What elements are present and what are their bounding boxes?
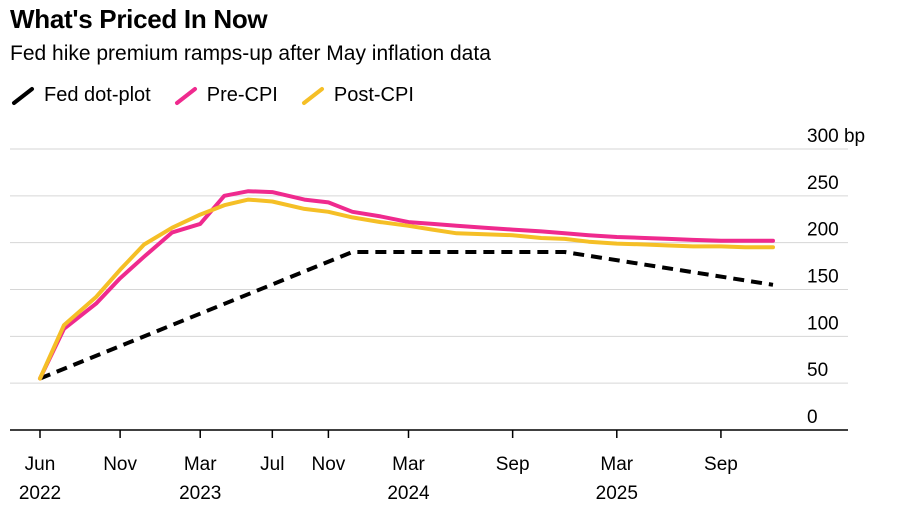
chart-title: What's Priced In Now: [10, 4, 268, 34]
y-tick-label-150: 150: [807, 267, 839, 288]
x-tick-label-5: Mar: [392, 454, 425, 475]
x-tick-year-2: 2023: [179, 483, 221, 504]
y-tick-label-100: 100: [807, 313, 839, 334]
y-tick-label-250: 250: [807, 173, 839, 194]
x-tick-label-1: Nov: [103, 454, 137, 475]
x-tick-label-7: Mar: [600, 454, 633, 475]
legend-swatch-pre-cpi: [174, 86, 197, 105]
legend-item-fed-dot-plot: Fed dot-plot: [10, 84, 151, 107]
x-tick-year-5: 2024: [387, 483, 430, 504]
x-tick-label-6: Sep: [496, 454, 530, 475]
x-tick-label-2: Mar: [184, 454, 217, 475]
x-tick-year-0: 2022: [19, 483, 61, 504]
series-line-pre-cpi: [38, 189, 775, 381]
legend: Fed dot-plot Pre-CPI Post-CPI: [10, 84, 436, 107]
legend-item-post-cpi: Post-CPI: [300, 84, 414, 107]
x-tick-label-0: Jun: [25, 454, 56, 475]
series-line-post-cpi: [38, 197, 775, 381]
y-tick-label-50: 50: [807, 360, 828, 381]
y-tick-label-200: 200: [807, 220, 839, 241]
legend-label-pre-cpi: Pre-CPI: [206, 84, 278, 106]
x-tick-label-4: Nov: [311, 454, 345, 475]
x-tick-label-8: Sep: [704, 454, 738, 475]
legend-swatch-fed-dot-plot: [12, 86, 34, 105]
y-tick-label-300: 300 bp: [807, 126, 865, 147]
legend-label-post-cpi: Post-CPI: [333, 84, 414, 106]
legend-label-fed-dot-plot: Fed dot-plot: [44, 84, 151, 106]
x-tick-year-7: 2025: [596, 483, 638, 504]
chart-subtitle: Fed hike premium ramps-up after May infl…: [10, 42, 491, 65]
legend-swatch-post-cpi: [301, 86, 324, 105]
y-tick-label-0: 0: [807, 407, 818, 428]
x-tick-label-3: Jul: [260, 454, 284, 475]
series-line-fed-dot-plot: [39, 250, 774, 381]
legend-item-pre-cpi: Pre-CPI: [173, 84, 278, 107]
